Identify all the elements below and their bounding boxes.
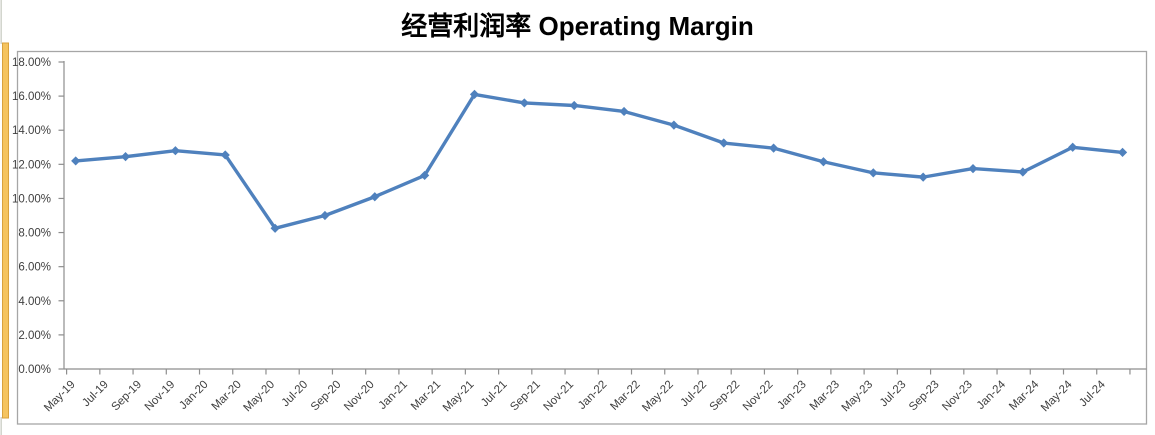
data-point-marker [1018, 167, 1028, 177]
data-point-marker [918, 172, 928, 182]
data-point-marker [1117, 147, 1128, 157]
data-point-marker [71, 156, 81, 166]
series-line [73, 92, 1125, 230]
y-tick-label: 18.00% [12, 57, 51, 69]
data-point-marker [619, 106, 629, 117]
data-point-marker [469, 89, 480, 100]
data-point-marker [669, 120, 679, 130]
data-point-marker [818, 157, 829, 167]
data-point-marker [519, 98, 529, 108]
left-highlight-strip [2, 42, 9, 419]
data-point-marker [170, 146, 180, 156]
chart-border [16, 50, 1148, 425]
data-point-marker [420, 170, 430, 181]
data-point-marker [320, 210, 330, 221]
data-point-marker [220, 150, 230, 160]
chart-title: 经营利润率 Operating Margin [401, 11, 754, 41]
data-point-marker [719, 138, 729, 148]
y-tick-label: 4.00% [18, 296, 51, 308]
y-tick-label: 8.00% [18, 228, 51, 240]
y-tick-label: 10.00% [12, 193, 51, 205]
data-point-marker [120, 152, 131, 162]
data-point-marker [370, 192, 380, 202]
y-tick-label: 16.00% [12, 91, 51, 103]
data-point-marker [1068, 142, 1078, 152]
data-point-marker [868, 168, 878, 178]
y-tick-label: 12.00% [12, 159, 51, 171]
data-point-marker [569, 100, 579, 111]
data-point-marker [769, 143, 779, 153]
y-tick-label: 14.00% [12, 125, 51, 137]
y-tick-label: 2.00% [18, 330, 51, 342]
y-tick-label: 0.00% [18, 364, 51, 376]
y-tick-label: 6.00% [18, 262, 51, 274]
data-point-marker [968, 163, 978, 174]
data-point-marker [270, 223, 280, 233]
